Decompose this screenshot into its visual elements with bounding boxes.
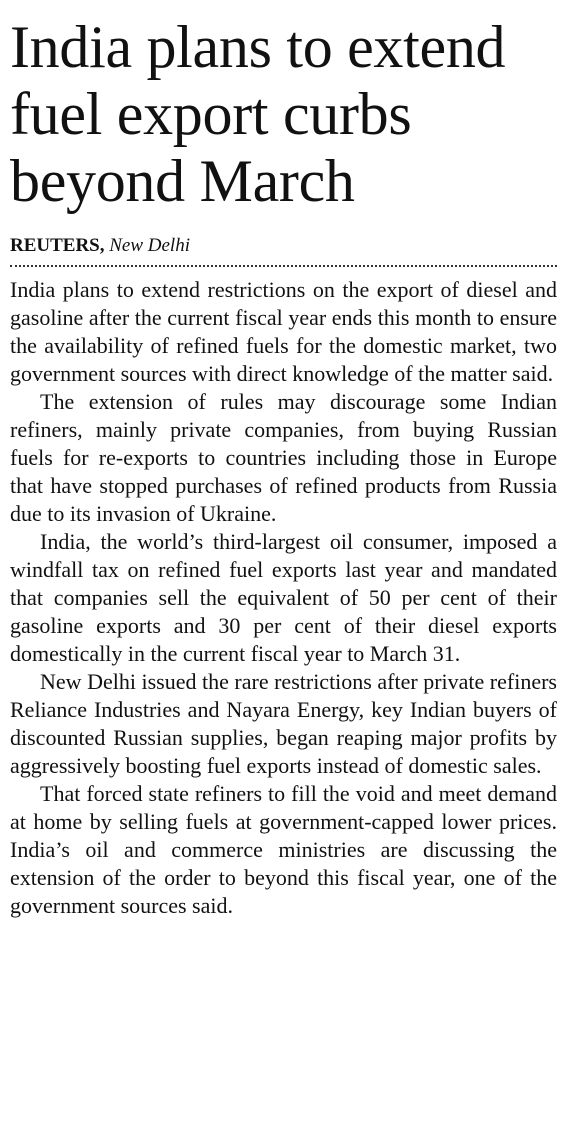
headline: India plans to extend fuel export curbs … xyxy=(10,14,506,214)
dotted-rule xyxy=(10,265,557,267)
byline-source: REUTERS, xyxy=(10,235,105,256)
paragraph: India, the world’s third-largest oil con… xyxy=(10,529,557,666)
paragraph: The extension of rules may discourage so… xyxy=(10,389,557,526)
byline-location: New Delhi xyxy=(109,235,190,256)
article-body: India plans to extend restrictions on th… xyxy=(10,276,557,920)
paragraph: New Delhi issued the rare restrictions a… xyxy=(10,669,557,778)
paragraph: India plans to extend restrictions on th… xyxy=(10,277,557,386)
byline: REUTERS, New Delhi xyxy=(10,235,557,257)
paragraph: That forced state refiners to fill the v… xyxy=(10,781,557,918)
